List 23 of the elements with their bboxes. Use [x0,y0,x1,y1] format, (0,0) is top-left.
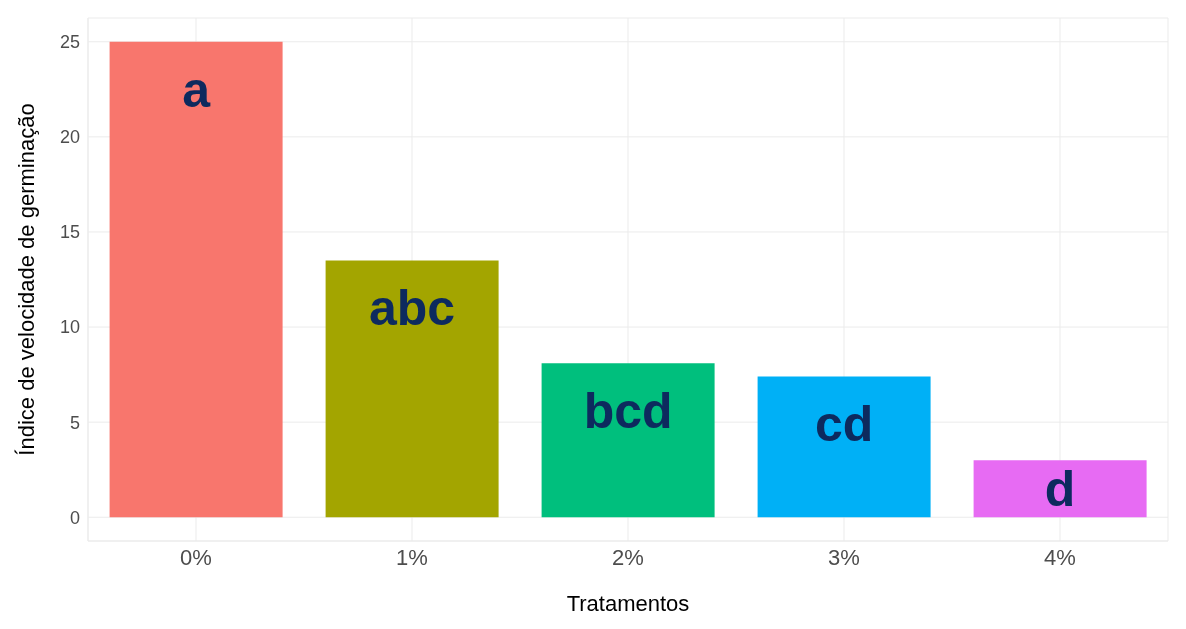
y-tick-label: 15 [59,222,80,243]
x-tick-label: 1% [396,544,428,570]
y-tick-label: 5 [69,412,80,433]
y-axis-title: Índice de velocidade de germinação [13,103,39,456]
y-tick-label: 20 [59,127,80,148]
x-tick-label: 4% [1044,544,1076,570]
bar [757,376,931,518]
annotation: abc [369,280,456,337]
annotation: bcd [583,383,673,440]
x-tick-label: 3% [828,544,860,570]
bar [109,41,283,518]
y-tick-label: 0 [69,507,80,528]
bar [541,363,715,518]
bar [973,460,1147,518]
x-tick-label: 0% [180,544,212,570]
x-axis-title: Tratamentos [566,591,690,616]
annotation: a [182,61,212,118]
y-tick-label: 10 [59,317,80,338]
x-tick-label: 2% [612,544,644,570]
annotation: d [1044,460,1076,517]
bar [325,260,499,518]
annotation: cd [814,396,874,453]
y-tick-label: 25 [59,32,80,53]
